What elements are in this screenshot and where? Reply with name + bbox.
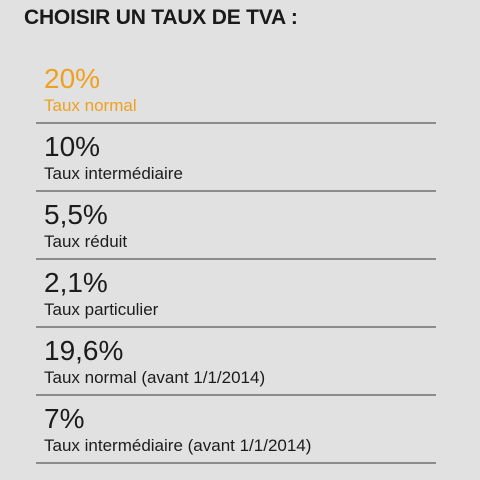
rate-label: Taux particulier (44, 300, 159, 319)
rate-option-20[interactable]: 20% Taux normal (36, 56, 436, 124)
rate-value: 7% (44, 403, 85, 434)
rate-option-7[interactable]: 7% Taux intermédiaire (avant 1/1/2014) (36, 396, 436, 464)
vat-rate-list: 20% Taux normal 10% Taux intermédiaire 5… (36, 56, 436, 464)
page-title: CHOISIR UN TAUX DE TVA : (24, 6, 298, 29)
rate-value: 20% (44, 63, 101, 94)
rate-label: Taux intermédiaire (44, 164, 183, 183)
rate-option-10[interactable]: 10% Taux intermédiaire (36, 124, 436, 192)
rate-value: 2,1% (44, 267, 108, 298)
rate-value: 19,6% (44, 335, 124, 366)
rate-value: 5,5% (44, 199, 108, 230)
rate-option-2-1[interactable]: 2,1% Taux particulier (36, 260, 436, 328)
rate-option-5-5[interactable]: 5,5% Taux réduit (36, 192, 436, 260)
rate-label: Taux normal (avant 1/1/2014) (44, 368, 266, 387)
rate-option-19-6[interactable]: 19,6% Taux normal (avant 1/1/2014) (36, 328, 436, 396)
rate-label: Taux intermédiaire (avant 1/1/2014) (44, 436, 312, 455)
rate-label: Taux réduit (44, 232, 128, 251)
rate-label: Taux normal (44, 96, 137, 115)
rate-value: 10% (44, 131, 101, 162)
